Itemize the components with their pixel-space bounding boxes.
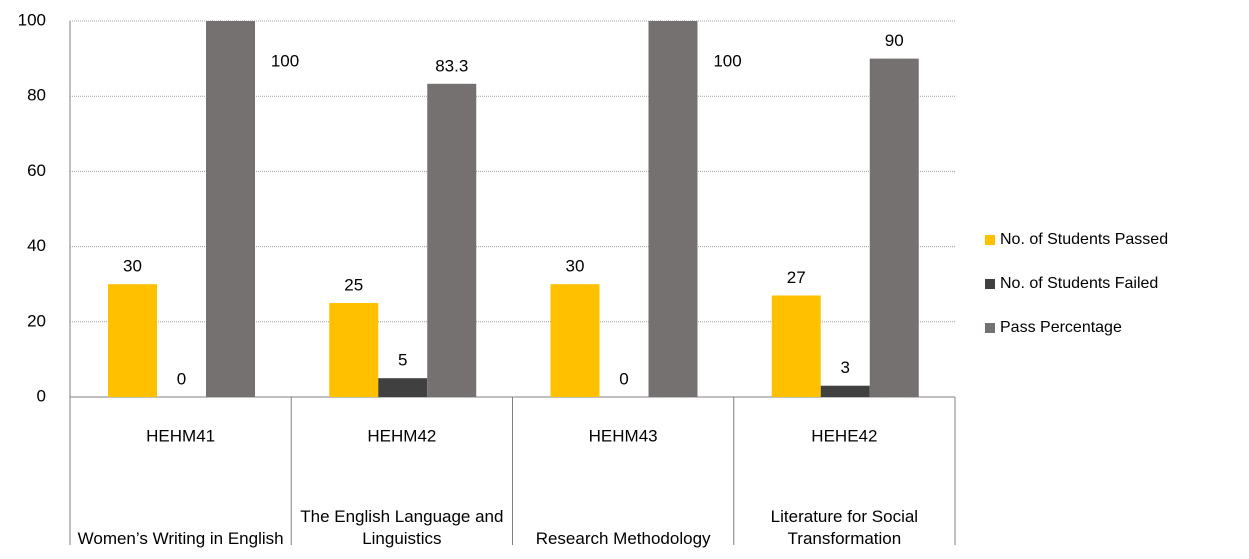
bar [378, 378, 428, 397]
data-label: 3 [841, 358, 850, 377]
data-label: 27 [787, 268, 806, 287]
bar [869, 58, 919, 397]
legend-swatch [985, 235, 995, 245]
data-label: 5 [398, 351, 407, 370]
legend-label: No. of Students Failed [1000, 275, 1158, 292]
y-tick-label: 40 [27, 236, 46, 255]
data-label: 0 [619, 369, 628, 388]
legend-swatch [985, 323, 995, 333]
data-label: 30 [566, 257, 585, 276]
data-label: 30 [123, 257, 142, 276]
legend-label: Pass Percentage [1000, 319, 1122, 336]
x-tick-label: HEHE42 [811, 426, 877, 445]
bar [329, 303, 379, 397]
data-label: 25 [344, 275, 363, 294]
bar [820, 385, 870, 397]
bar [108, 284, 157, 397]
data-label: 0 [177, 369, 186, 388]
y-tick-label: 20 [27, 311, 46, 330]
data-label: 83.3 [435, 56, 468, 75]
data-label: 100 [271, 51, 299, 70]
legend-swatch [985, 279, 995, 289]
y-tick-label: 100 [18, 10, 46, 29]
bar [771, 295, 821, 397]
legend-label: No. of Students Passed [1000, 231, 1168, 248]
bar [550, 284, 600, 397]
data-label: 90 [885, 31, 904, 50]
bar [206, 21, 255, 397]
bar [648, 21, 698, 397]
category-name: Women’s Writing in English [77, 529, 284, 548]
x-tick-label: HEHM43 [589, 426, 658, 445]
x-tick-label: HEHM41 [146, 426, 215, 445]
y-tick-label: 80 [27, 86, 46, 105]
bar [427, 83, 477, 398]
x-tick-label: HEHM42 [367, 426, 436, 445]
category-name: Literature for Social Transformation [770, 507, 919, 548]
category-name: The English Language and Linguistics [300, 507, 504, 548]
y-tick-label: 0 [37, 386, 46, 405]
y-tick-label: 60 [27, 161, 46, 180]
data-label: 100 [713, 51, 741, 70]
category-name: Research Methodology [535, 529, 711, 548]
